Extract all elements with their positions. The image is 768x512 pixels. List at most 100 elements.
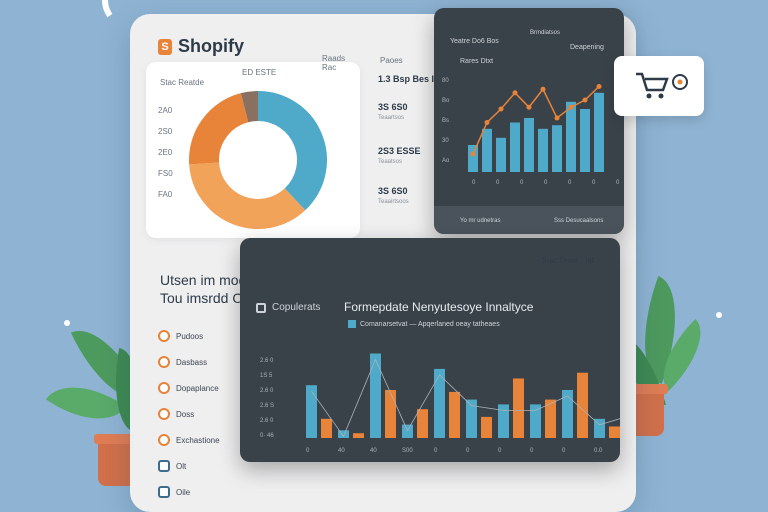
donut-slice-0 [257, 91, 327, 211]
bottom-bar-B-2 [385, 390, 396, 438]
circle-icon [158, 330, 170, 342]
menu-label: Doss [176, 409, 195, 419]
top-bar-2 [496, 137, 506, 172]
menu-label: Dasbass [176, 357, 208, 367]
bottom-xtick: 0 [498, 448, 502, 454]
bottom-bar-B-1 [353, 433, 364, 438]
bottom-chart-card: Stac Dose · Ist Copulerats Formepdate Ne… [240, 238, 620, 462]
bottom-bar-B-4 [449, 391, 460, 438]
top-point-4 [526, 104, 532, 110]
menu-label: Pudoos [176, 331, 204, 341]
stat-2: 3S 6S0 Teaartsos [378, 102, 408, 121]
top-chart-legend: Deapening [570, 44, 604, 51]
circle-icon [158, 382, 170, 394]
top-bar-4 [524, 118, 534, 172]
donut-slice-3 [240, 91, 259, 123]
menu-item-3[interactable]: Doss [158, 408, 194, 420]
menu-item-5[interactable]: Olt [158, 460, 186, 472]
bottom-ytick: 2.6 0 [260, 358, 274, 364]
menu-item-6[interactable]: Oile [158, 486, 190, 498]
circle-icon [158, 434, 170, 446]
bottom-bar-A-2 [370, 353, 381, 438]
top-chart-footer-right: Sss Desucaalsons [554, 218, 604, 224]
cart-icon [636, 72, 688, 99]
bottom-trend-line [311, 358, 620, 438]
top-ytick: Bo [442, 98, 450, 104]
deco-dot [64, 320, 70, 326]
top-point-9 [596, 84, 602, 89]
bottom-bar-B-5 [481, 416, 492, 438]
top-xtick: 0 [520, 180, 524, 186]
bottom-xtick: S00 [402, 448, 413, 454]
top-ytick: 80 [442, 78, 449, 84]
bottom-ytick: 2.6 0 [260, 388, 274, 394]
menu-label: Olt [176, 461, 187, 471]
bottom-xtick: 40 [370, 448, 377, 454]
bottom-bar-B-0 [321, 418, 332, 438]
top-bar-5 [538, 128, 548, 172]
top-point-2 [498, 106, 504, 112]
bottom-bar-B-3 [417, 409, 428, 438]
top-point-0 [470, 151, 476, 157]
top-bar-3 [510, 122, 520, 172]
top-chart-header-left: Yeatre Do6 Bos [450, 38, 499, 45]
menu-item-2[interactable]: Dopaplance [158, 382, 219, 394]
top-bar-line-chart: Ao 30 Bs Bo 80 0 0 0 0 0 0 0 [442, 78, 620, 186]
circle-icon [158, 408, 170, 420]
menu-item-0[interactable]: Pudoos [158, 330, 203, 342]
bottom-xtick: 0 [306, 448, 310, 454]
stat-head: Paoes [380, 56, 403, 65]
bottom-ytick: 1S 5 [260, 373, 273, 379]
bottom-ytick: 2.6 0 [260, 418, 274, 424]
bottom-chart-section: Copulerats [256, 302, 320, 313]
top-xtick: 0 [472, 180, 476, 186]
top-ytick: 30 [442, 138, 449, 144]
top-bar-9 [594, 92, 604, 172]
top-chart-footer-left: Yo mr udnetras [460, 218, 501, 224]
bottom-bar-A-1 [338, 430, 349, 438]
donut-ytick: FS0 [158, 169, 173, 178]
brand-name: Shopify [178, 36, 244, 56]
bottom-bar-A-4 [434, 368, 445, 438]
bottom-chart-legend: Comanarsetvat — Apqerlaned oeay tatheaes [348, 320, 500, 328]
top-bar-0 [468, 145, 478, 172]
bottom-bar-A-9 [594, 418, 605, 438]
bottom-xtick: 0 [466, 448, 470, 454]
top-bar-6 [552, 125, 562, 172]
top-bar-1 [482, 128, 492, 172]
donut-ytick: 2S0 [158, 127, 173, 136]
menu-label: Exchastione [176, 435, 220, 445]
top-point-1 [484, 120, 490, 125]
top-xtick: 0 [544, 180, 548, 186]
top-ytick: Ao [442, 158, 450, 164]
top-xtick: 0 [496, 180, 500, 186]
bottom-bar-A-5 [466, 399, 477, 438]
donut-card: Stac Reatde ED ESTE Raads Rac 2A0 2S0 2E0 F… [146, 54, 360, 238]
donut-top-label: ED ESTE [242, 68, 277, 77]
donut-left-label: Stac Reatde [160, 78, 205, 87]
promo-line-2: Tou imsrdd Ooe [160, 290, 259, 306]
bottom-xtick: 0.0 [594, 448, 603, 454]
top-ytick: Bs [442, 118, 449, 124]
menu-item-1[interactable]: Dasbass [158, 356, 207, 368]
bottom-bar-A-6 [498, 404, 509, 438]
shopify-logo-icon: S [158, 38, 172, 55]
legend-swatch [348, 320, 356, 328]
top-xtick: 0 [592, 180, 596, 186]
bottom-ytick: 0· 46 [260, 433, 274, 439]
top-xtick: 0 [568, 180, 572, 186]
donut-right-label: Raads Rac [322, 54, 346, 72]
top-point-3 [512, 90, 518, 96]
bottom-bar-B-8 [577, 372, 588, 438]
bottom-xtick: 0 [562, 448, 566, 454]
cart-widget[interactable] [614, 56, 704, 116]
top-xtick: 0 [616, 180, 620, 186]
menu-label: Oile [176, 487, 191, 497]
top-chart-header-right: Brmdiatsos [530, 30, 561, 36]
bottom-chart-corner: Stac Dose · Ist [541, 256, 594, 265]
top-chart-card: Yeatre Do6 Bos Brmdiatsos Deapening Rare… [434, 8, 624, 234]
deco-dot [716, 312, 722, 318]
bottom-chart-title: Formepdate Nenyutesoye Innaltyce [344, 300, 534, 314]
menu-item-4[interactable]: Exchastione [158, 434, 220, 446]
bottom-bar-A-0 [306, 385, 317, 438]
